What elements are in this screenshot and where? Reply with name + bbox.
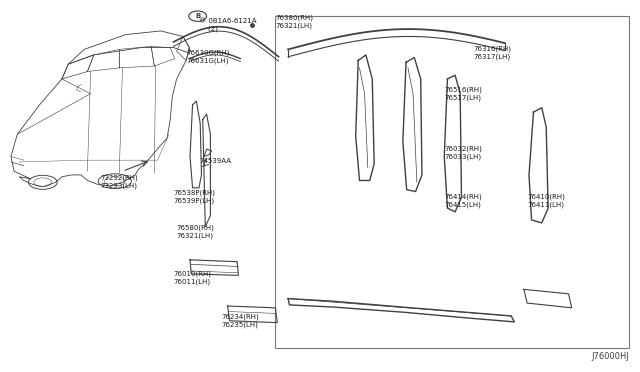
- Bar: [275, 16, 629, 349]
- Text: 76630G(RH)
76631G(LH): 76630G(RH) 76631G(LH): [186, 49, 230, 64]
- Text: 74539AA: 74539AA: [199, 158, 231, 164]
- Text: 76516(RH)
76517(LH): 76516(RH) 76517(LH): [444, 86, 482, 100]
- Text: 76032(RH)
76033(LH): 76032(RH) 76033(LH): [444, 145, 482, 160]
- Text: 76234(RH)
76235(LH): 76234(RH) 76235(LH): [221, 313, 259, 328]
- Text: 76580(RH)
76321(LH): 76580(RH) 76321(LH): [177, 225, 214, 239]
- Text: 73292(RH)
73293(LH): 73292(RH) 73293(LH): [100, 175, 138, 189]
- Text: 76380(RH)
76321(LH): 76380(RH) 76321(LH): [275, 14, 314, 29]
- Text: 76010(RH)
76011(LH): 76010(RH) 76011(LH): [173, 271, 211, 285]
- Text: ® 0B1A6-6121A
    (2): ® 0B1A6-6121A (2): [199, 18, 257, 32]
- Text: 76538P(RH)
76539P(LH): 76538P(RH) 76539P(LH): [173, 190, 216, 204]
- Text: J76000HJ: J76000HJ: [591, 352, 629, 361]
- Text: B: B: [195, 13, 200, 19]
- Text: 76316(RH)
76317(LH): 76316(RH) 76317(LH): [473, 46, 511, 60]
- Text: 76414(RH)
76415(LH): 76414(RH) 76415(LH): [444, 193, 482, 208]
- Text: 76410(RH)
76411(LH): 76410(RH) 76411(LH): [527, 193, 565, 208]
